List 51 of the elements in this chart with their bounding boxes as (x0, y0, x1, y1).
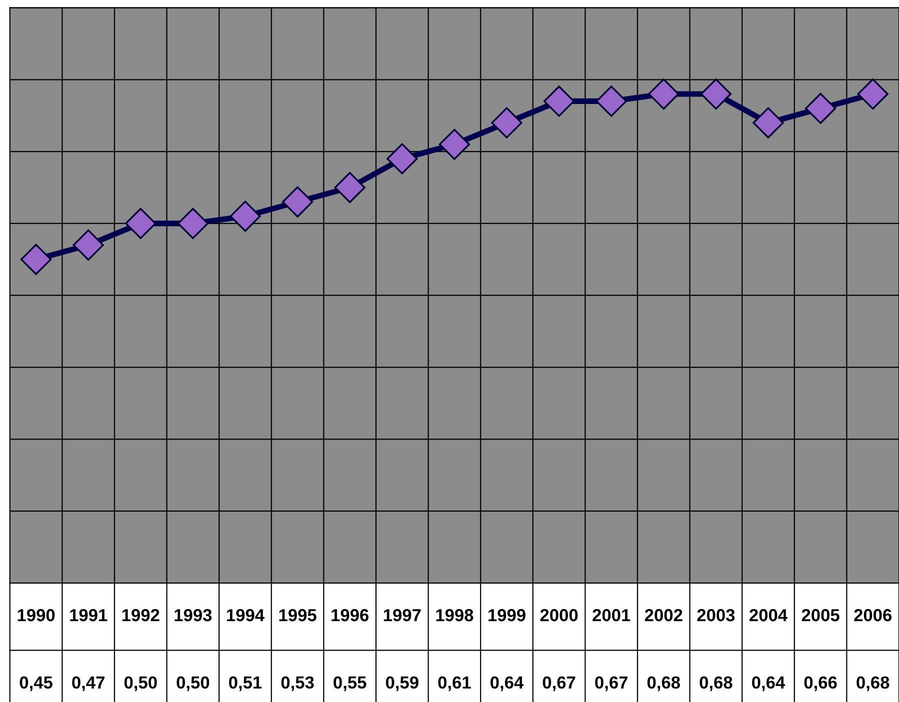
x-tick-label: 2004 (750, 609, 788, 622)
x-tick-label: 2006 (854, 609, 892, 622)
data-label: 0,67 (595, 676, 628, 692)
point (438, 128, 470, 160)
data-label: 0,64 (752, 676, 786, 692)
data-label: 0,55 (334, 676, 366, 692)
data-label: 0,53 (281, 676, 314, 692)
data-label: 0,68 (856, 676, 890, 692)
point (386, 143, 418, 174)
data-label: 0,68 (647, 676, 680, 692)
point (72, 229, 104, 261)
x-tick-label: 2001 (592, 609, 630, 622)
data-label: 0,51 (229, 676, 262, 692)
data-label: 0,50 (124, 676, 157, 692)
x-tick-label: 2002 (644, 609, 682, 622)
point (700, 78, 732, 110)
x-tick-label: 1992 (122, 609, 160, 622)
point (125, 208, 156, 240)
x-tick-label: 1994 (227, 609, 264, 622)
x-tick-label: 1991 (70, 609, 108, 622)
x-tick-label: 2005 (802, 609, 840, 622)
x-tick-label: 1990 (18, 609, 55, 622)
point (282, 186, 314, 218)
x-tick-label: 2000 (540, 609, 578, 622)
point (596, 86, 627, 117)
x-tick-label: 1999 (488, 609, 526, 622)
point (334, 172, 366, 204)
data-label: 0,59 (386, 676, 418, 692)
point (752, 107, 784, 138)
point (804, 92, 836, 124)
point (857, 78, 888, 110)
data-label: 0,68 (700, 676, 732, 692)
x-tick-label: 1996 (332, 609, 369, 622)
point (20, 244, 52, 275)
x-tick-label: 1993 (174, 609, 212, 622)
point (230, 200, 261, 232)
data-label: 0,64 (490, 676, 524, 692)
data-label: 0,50 (176, 676, 210, 692)
point (543, 86, 575, 117)
data-label: 0,47 (72, 676, 104, 692)
x-tick-label: 2003 (697, 609, 735, 622)
point (491, 107, 522, 138)
point (648, 78, 680, 110)
data-label: 0,61 (438, 676, 471, 692)
data-label: 0,67 (542, 676, 576, 692)
point (177, 208, 209, 240)
x-tick-label: 1997 (384, 609, 421, 622)
data-label: 0,45 (20, 676, 52, 692)
x-tick-label: 1995 (279, 609, 316, 622)
data-label: 0,66 (804, 676, 837, 692)
x-tick-label: 1998 (436, 609, 474, 622)
